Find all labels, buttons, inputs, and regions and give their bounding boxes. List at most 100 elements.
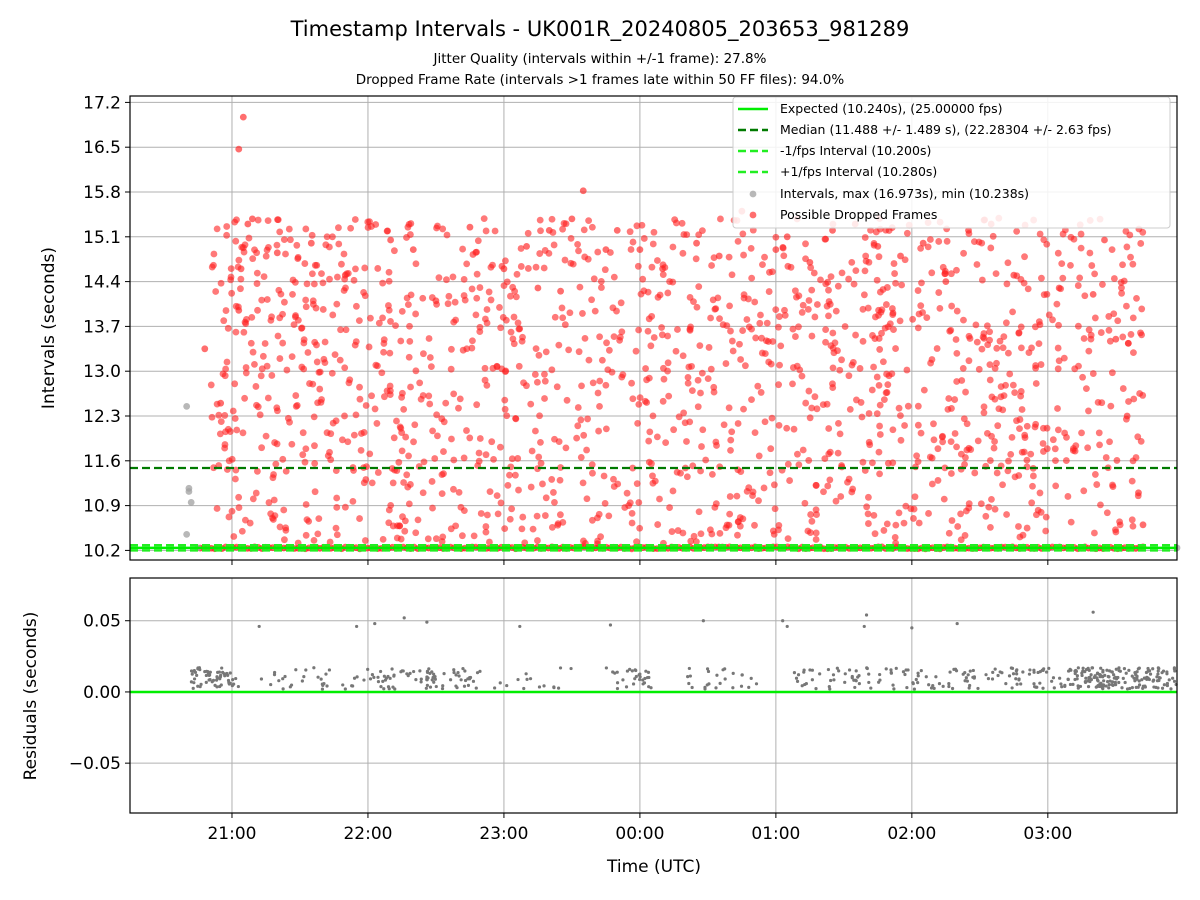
dropped-frame-point — [986, 361, 994, 369]
dropped-frame-point — [601, 266, 609, 274]
dropped-frame-point — [273, 241, 281, 249]
dropped-frame-point — [737, 356, 745, 363]
dropped-frame-point — [743, 487, 751, 495]
dropped-frame-point — [254, 216, 262, 224]
dropped-frame-point — [553, 383, 561, 391]
residual-point — [498, 681, 502, 685]
dropped-frame-point — [507, 292, 514, 300]
dropped-frame-point — [574, 240, 581, 248]
dropped-frame-point — [577, 416, 585, 424]
dropped-frame-point — [960, 316, 967, 324]
bottom-y-tick-label: −0.05 — [69, 754, 121, 774]
x-tick-label: 21:00 — [207, 824, 256, 844]
dropped-frame-point — [466, 223, 474, 231]
dropped-frame-point — [876, 346, 884, 353]
dropped-frame-point — [799, 446, 807, 454]
dropped-frame-point — [562, 444, 570, 452]
residual-point — [1014, 669, 1018, 673]
dropped-frame-point — [550, 489, 557, 496]
dropped-frame-point — [1011, 389, 1019, 397]
residual-point — [294, 668, 298, 672]
dropped-frame-point — [1007, 450, 1015, 458]
dropped-frame-point — [399, 513, 406, 521]
dropped-frame-point — [739, 230, 747, 238]
residual-point — [1101, 670, 1105, 674]
dropped-frame-point — [232, 475, 239, 483]
dropped-frame-point — [412, 529, 420, 537]
dropped-frame-point — [986, 336, 993, 344]
dropped-frame-point — [789, 364, 797, 371]
dropped-frame-point — [475, 449, 483, 457]
residual-point — [1010, 686, 1014, 690]
dropped-frame-point — [548, 523, 556, 531]
dropped-frame-point — [583, 446, 590, 454]
dropped-frame-point — [554, 520, 562, 528]
dropped-frame-point — [1017, 323, 1025, 331]
residual-point — [1102, 679, 1106, 683]
residual-point — [452, 668, 456, 672]
dropped-frame-point — [765, 338, 772, 345]
dropped-frame-point — [443, 276, 450, 284]
residual-point — [234, 676, 238, 681]
top-reference-lines — [130, 466, 1177, 552]
dropped-frame-point — [1138, 305, 1146, 313]
dropped-frame-point — [420, 458, 428, 466]
dropped-frame-point — [308, 270, 316, 278]
dropped-frame-point — [456, 395, 464, 403]
dropped-frame-point — [227, 276, 235, 284]
dropped-frame-point — [775, 421, 783, 429]
residual-point — [1069, 668, 1073, 672]
dropped-frame-point — [876, 401, 884, 409]
dropped-frame-point — [757, 311, 764, 319]
dropped-frame-point — [368, 392, 375, 400]
dropped-frame-point — [795, 323, 802, 331]
dropped-frame-point — [605, 346, 613, 354]
dropped-frame-point — [939, 438, 947, 446]
residual-point — [707, 682, 711, 686]
dropped-frame-point — [725, 253, 733, 261]
dropped-frame-point — [232, 466, 240, 474]
dropped-frame-point — [1093, 481, 1101, 488]
dropped-frame-point — [1034, 506, 1042, 514]
dropped-frame-point — [299, 451, 307, 459]
dropped-frame-point — [726, 510, 734, 518]
residual-point — [428, 671, 432, 675]
residual-point — [316, 675, 320, 679]
residual-point — [869, 686, 873, 690]
residual-point — [837, 669, 841, 673]
dropped-frame-point — [1129, 260, 1137, 268]
residual-point — [381, 679, 385, 683]
dropped-frame-point — [914, 324, 922, 332]
dropped-frame-point — [537, 439, 544, 446]
dropped-frame-point — [986, 328, 994, 336]
x-axis-label: Time (UTC) — [606, 857, 701, 877]
top-y-tick-label: 12.3 — [83, 407, 121, 427]
dropped-frame-point — [874, 243, 882, 250]
dropped-frame-point — [805, 297, 813, 304]
dropped-frame-point — [987, 523, 994, 531]
dropped-frame-point — [870, 363, 877, 371]
dropped-frame-point — [268, 313, 275, 321]
dropped-frame-point — [496, 443, 504, 451]
dropped-frame-point — [353, 302, 360, 310]
dropped-frame-point — [385, 519, 393, 527]
residual-point — [456, 670, 460, 675]
dropped-frame-point — [371, 405, 379, 413]
dropped-frame-point — [559, 225, 567, 233]
dropped-frame-point — [334, 273, 341, 281]
dropped-frame-point — [575, 348, 583, 356]
dropped-frame-point — [1128, 477, 1136, 485]
residual-point — [1113, 675, 1118, 679]
dropped-frame-point — [1002, 319, 1010, 327]
dropped-frame-point — [693, 239, 700, 247]
dropped-frame-point — [801, 499, 809, 507]
dropped-frame-point — [726, 493, 734, 500]
dropped-frame-point — [901, 256, 909, 264]
dropped-frame-point — [708, 470, 716, 478]
dropped-frame-point — [914, 458, 922, 466]
dropped-frame-point — [973, 338, 981, 346]
dropped-frame-point — [265, 499, 273, 506]
dropped-frame-point — [666, 278, 673, 285]
dropped-frame-point — [886, 320, 894, 328]
dropped-frame-point — [1006, 370, 1014, 378]
